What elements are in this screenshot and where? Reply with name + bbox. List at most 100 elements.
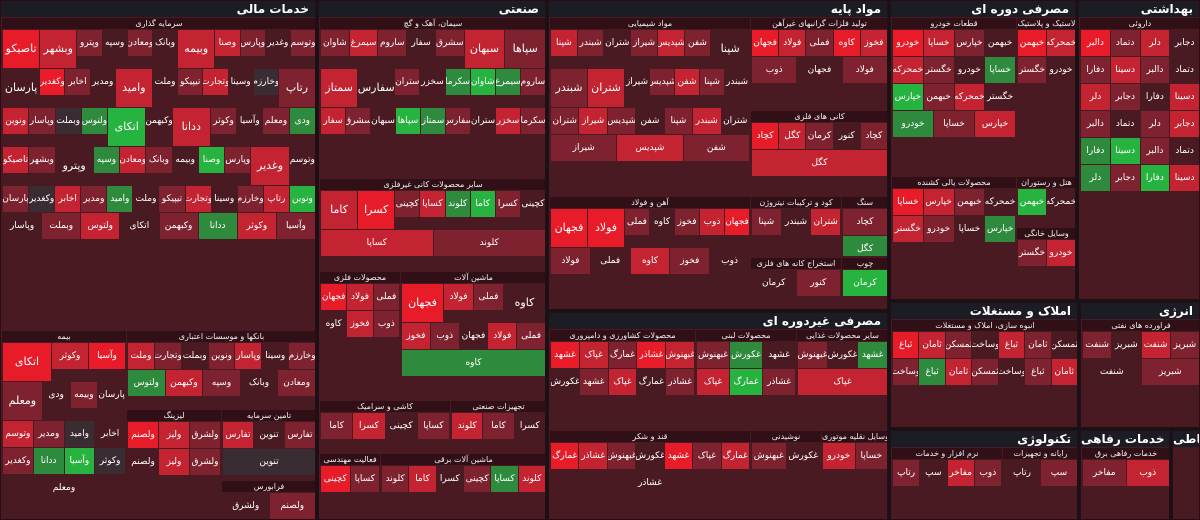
stock-tile[interactable]: شاوان bbox=[321, 30, 349, 56]
stock-tile[interactable]: فملی bbox=[517, 323, 545, 349]
stock-tile[interactable]: وملت bbox=[128, 343, 154, 369]
stock-tile[interactable]: کلوند bbox=[433, 230, 545, 256]
stock-tile[interactable]: خبهمن bbox=[985, 30, 1015, 56]
stock-tile[interactable]: کاما bbox=[321, 413, 353, 439]
stock-tile[interactable]: خساپا bbox=[934, 111, 974, 137]
stock-tile[interactable]: غپاک bbox=[579, 342, 608, 368]
stock-tile[interactable]: دسینا bbox=[1110, 138, 1140, 164]
stock-tile[interactable]: خپارس bbox=[985, 216, 1015, 242]
stock-tile[interactable]: وساخت bbox=[893, 359, 919, 385]
stock-tile[interactable]: فجهان bbox=[752, 30, 779, 56]
stock-tile[interactable]: کرمان bbox=[806, 123, 833, 149]
stock-tile[interactable]: فجهان bbox=[402, 284, 443, 322]
stock-tile[interactable]: کساپا bbox=[321, 230, 433, 256]
sector-basic-materials[interactable]: مواد پایه مواد شیمیایی شپنا شبندر شتران … bbox=[548, 0, 888, 310]
stock-tile[interactable]: دجابر bbox=[1110, 84, 1140, 110]
stock-tile[interactable]: سمتاز bbox=[421, 108, 445, 134]
stock-tile[interactable]: دفارا bbox=[1140, 84, 1170, 110]
stock-tile[interactable]: ولتوس bbox=[81, 108, 108, 134]
stock-tile[interactable]: ومعادن bbox=[278, 370, 315, 396]
stock-tile[interactable]: غبهنوش bbox=[666, 342, 694, 368]
group-agriculture[interactable]: محصولات کشاورزی و دامپروری غشهد غپاک غما… bbox=[550, 330, 695, 430]
group-electric-machinery[interactable]: ماشین آلات برقی کلوند کاما کسرا کچینی کس… bbox=[381, 454, 545, 519]
stock-tile[interactable]: شپدیس bbox=[617, 135, 683, 161]
stock-tile[interactable]: شفن bbox=[683, 135, 749, 161]
stock-tile[interactable]: کلوند bbox=[382, 466, 409, 492]
stock-tile[interactable]: فخوز bbox=[402, 323, 430, 349]
stock-tile[interactable]: ثباغ bbox=[998, 332, 1025, 358]
stock-tile[interactable]: دالبر bbox=[1081, 30, 1110, 56]
stock-tile[interactable]: دتماد bbox=[1110, 111, 1140, 137]
stock-tile[interactable]: سکرما bbox=[521, 108, 545, 134]
stock-tile[interactable]: شتران bbox=[811, 209, 840, 235]
stock-tile[interactable]: وکبهمن bbox=[159, 213, 198, 239]
stock-tile[interactable]: ودی bbox=[289, 108, 315, 134]
stock-tile[interactable]: دالبر bbox=[1081, 111, 1110, 137]
stock-tile[interactable]: فملی bbox=[373, 284, 399, 310]
stock-tile[interactable]: ومعادن bbox=[127, 30, 152, 56]
stock-tile[interactable]: غپاک bbox=[608, 369, 637, 395]
stock-tile[interactable]: ثباغ bbox=[1025, 359, 1051, 385]
stock-tile[interactable]: خپارس bbox=[893, 84, 923, 110]
stock-tile[interactable]: خساپا bbox=[954, 216, 985, 242]
stock-tile[interactable]: وامید bbox=[64, 421, 95, 447]
group-mineral-extraction[interactable]: استخراج کانه های فلزی کرمان کنور bbox=[751, 258, 841, 309]
stock-tile[interactable]: غشهد bbox=[579, 369, 608, 395]
group-chemicals[interactable]: مواد شیمیایی شپنا شبندر شتران شیراز شپدی… bbox=[550, 18, 750, 196]
stock-tile[interactable]: کچاد bbox=[843, 209, 887, 235]
group-banks[interactable]: بانکها و موسسات اعتباری وملت وتجارت وبمل… bbox=[127, 331, 315, 409]
stock-tile[interactable]: فملی bbox=[806, 30, 833, 56]
stock-tile[interactable]: وتوسم bbox=[290, 30, 315, 56]
group-tile[interactable]: کاشی و سرامیک کاما کسرا کچینی کساپا bbox=[320, 401, 450, 453]
stock-tile[interactable]: وتجارت bbox=[203, 69, 228, 95]
stock-tile[interactable]: وبیمه bbox=[172, 147, 198, 173]
stock-tile[interactable]: ونوین bbox=[208, 343, 235, 369]
stock-tile[interactable]: خگستر bbox=[923, 57, 954, 83]
stock-tile[interactable]: وبانک bbox=[152, 30, 178, 56]
stock-tile[interactable]: کساپا bbox=[417, 413, 449, 439]
stock-tile[interactable]: کچاد bbox=[752, 123, 779, 149]
stock-tile[interactable]: دتماد bbox=[1110, 30, 1140, 56]
stock-tile[interactable]: ولصنم bbox=[269, 493, 315, 519]
stock-tile[interactable]: فجهان bbox=[321, 284, 347, 310]
stock-tile[interactable]: دلر bbox=[1081, 165, 1110, 191]
stock-tile[interactable]: رتاپ bbox=[893, 460, 920, 486]
group-machinery[interactable]: ماشین آلات فجهان فولاد فملی کاوه فخوز ذو… bbox=[401, 272, 545, 400]
stock-tile[interactable]: اتکای bbox=[120, 213, 159, 239]
stock-tile[interactable]: شبندر bbox=[551, 69, 587, 107]
stock-tile[interactable]: ونوین bbox=[289, 186, 315, 212]
stock-tile[interactable]: فجهان bbox=[797, 57, 842, 83]
stock-tile[interactable]: خگستر bbox=[893, 216, 923, 242]
stock-tile[interactable]: خمحرکه bbox=[893, 57, 923, 83]
stock-tile[interactable]: غبهنوش bbox=[697, 342, 729, 368]
stock-tile[interactable]: فولاد bbox=[347, 284, 373, 310]
stock-tile[interactable]: وپترو bbox=[55, 147, 93, 185]
stock-tile[interactable]: کسرا bbox=[353, 413, 385, 439]
stock-tile[interactable]: شپدیس bbox=[650, 69, 674, 95]
stock-tile[interactable]: دجابر bbox=[1170, 30, 1199, 56]
stock-tile[interactable]: تنوین bbox=[254, 422, 284, 448]
stock-tile[interactable]: وسپه bbox=[102, 30, 127, 56]
stock-tile[interactable]: کرمان bbox=[752, 270, 796, 296]
stock-tile[interactable]: کسرا bbox=[436, 466, 463, 492]
group-auto-parts[interactable]: قطعات خودرو خودرو خساپا خپارس خبهمن خمحر… bbox=[892, 18, 1016, 176]
stock-tile[interactable]: شتران bbox=[551, 108, 579, 134]
stock-tile[interactable]: تاصیکو bbox=[3, 147, 29, 173]
stock-tile[interactable]: سکرما bbox=[445, 69, 470, 95]
group-cement[interactable]: سیمان، آهک و گچ شاوان سیمرغ ساروم سفار س… bbox=[320, 18, 545, 178]
stock-tile[interactable]: ثامان bbox=[945, 359, 972, 385]
stock-tile[interactable]: دلر bbox=[1140, 111, 1170, 137]
stock-tile[interactable]: وتجارت bbox=[154, 343, 181, 369]
stock-tile[interactable]: غمارگ bbox=[721, 443, 749, 469]
stock-tile[interactable]: فولاد bbox=[551, 248, 590, 274]
stock-tile[interactable]: فولاد bbox=[779, 30, 806, 56]
group-hotel[interactable]: هتل و رستوران خبهمن خمحرکه bbox=[1017, 177, 1075, 227]
stock-tile[interactable]: دالبر bbox=[1140, 57, 1170, 83]
stock-tile[interactable]: دتماد bbox=[1170, 57, 1199, 83]
stock-tile[interactable]: خودرو bbox=[954, 57, 985, 83]
group-precious-metals[interactable]: تولید فلزات گرانبهای غیرآهن فجهان فولاد … bbox=[751, 18, 887, 110]
stock-tile[interactable]: ذوب bbox=[373, 311, 399, 337]
stock-tile[interactable]: ودی bbox=[42, 382, 70, 408]
stock-tile[interactable]: دتماد bbox=[1170, 138, 1199, 164]
stock-tile[interactable]: دسینا bbox=[1110, 57, 1140, 83]
